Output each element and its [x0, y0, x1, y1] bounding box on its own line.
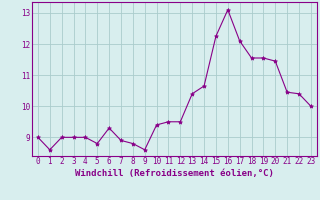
X-axis label: Windchill (Refroidissement éolien,°C): Windchill (Refroidissement éolien,°C): [75, 169, 274, 178]
